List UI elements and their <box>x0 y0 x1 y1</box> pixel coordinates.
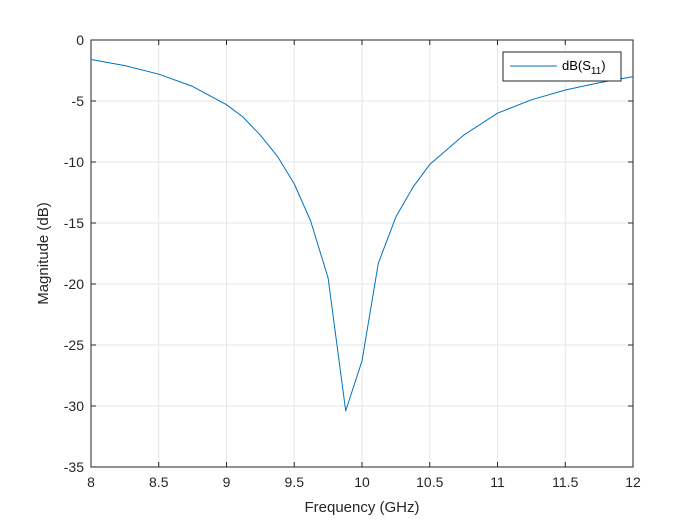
y-tick-label: -35 <box>64 459 84 475</box>
y-tick-label: 0 <box>76 32 84 48</box>
legend: dB(S11) <box>502 51 622 82</box>
x-tick-label: 8 <box>87 474 95 490</box>
x-tick-label: 11.5 <box>552 474 578 490</box>
x-tick-label: 9 <box>223 474 231 490</box>
x-tick-label: 12 <box>625 474 641 490</box>
y-tick-label: -15 <box>64 215 84 231</box>
y-tick-label: -10 <box>64 154 84 170</box>
x-tick-label: 8.5 <box>149 474 169 490</box>
series-layer <box>90 59 634 412</box>
series-line <box>90 59 634 412</box>
legend-entry-subscript: 11 <box>591 66 602 77</box>
axis-ticks: 8 8.5 9 9.5 10 10.5 11 11.5 12 0 -5 -10 -15 -20 -25 -30… <box>64 32 641 490</box>
legend-entry: dB(S11) <box>562 58 606 77</box>
x-tick-label: 10 <box>354 474 370 490</box>
legend-entry-prefix: dB(S <box>562 58 591 73</box>
y-axis-label: Magnitude (dB) <box>35 202 52 305</box>
y-tick-label: -5 <box>72 93 85 109</box>
x-tick-label: 10.5 <box>416 474 443 490</box>
y-tick-label: -25 <box>64 337 84 353</box>
x-tick-label: 11 <box>490 474 505 490</box>
y-tick-label: -30 <box>64 398 84 414</box>
y-tick-label: -20 <box>64 276 84 292</box>
legend-entry-suffix: ) <box>601 58 605 73</box>
x-axis-label: Frequency (GHz) <box>304 499 419 516</box>
x-tick-label: 9.5 <box>285 474 305 490</box>
